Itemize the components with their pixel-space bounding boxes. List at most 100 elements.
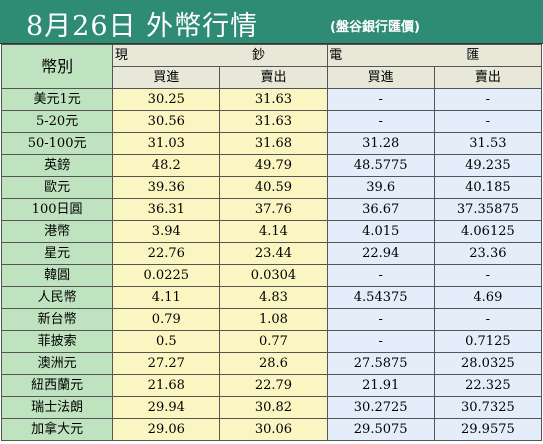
cash-group-header: 現 鈔 — [112, 44, 328, 67]
wire-sell-header: 賣出 — [433, 66, 543, 89]
cash-buy-cell: 27.27 — [112, 352, 221, 375]
table-row: 菲披索 0.5 0.77-0.7125 — [0, 330, 543, 353]
currency-name-cell: 英鎊 — [0, 154, 114, 177]
wire-buy-cell: 22.94 — [326, 242, 435, 265]
wire-buy-cell: 21.91 — [326, 374, 435, 397]
header-row-groups: 幣別 現 鈔 電 匯 — [0, 44, 543, 89]
table-row: 星元 22.76 23.44 22.94 23.36 — [0, 242, 543, 265]
table-row: 100日圓 36.31 37.76 36.67 37.35875 — [0, 198, 543, 221]
wire-sell-cell: 29.9575 — [433, 418, 543, 441]
cash-sell-cell: 22.79 — [219, 374, 328, 397]
source-note: (盤谷銀行匯價) — [330, 20, 420, 35]
wire-sell-cell: 23.36 — [433, 242, 543, 265]
cash-buy-header: 買進 — [112, 66, 221, 89]
cash-sell-cell: 49.79 — [219, 154, 328, 177]
rates-body: 美元1元 30.25 31.63- -5-20元 30.56 31.63- -50-100元… — [0, 88, 543, 441]
wire-buy-cell: 4.54375 — [326, 286, 435, 309]
wire-sell-cell: 28.0325 — [433, 352, 543, 375]
cash-sell-cell: 30.82 — [219, 396, 328, 419]
currency-name-cell: 澳洲元 — [0, 352, 114, 375]
wire-sell-cell: 0.7125 — [433, 330, 543, 353]
wire-sell-cell: 30.7325 — [433, 396, 543, 419]
wire-sell-cell: - — [433, 88, 543, 111]
table-row: 加拿大元 29.06 30.06 29.5075 29.9575 — [0, 418, 543, 441]
cash-buy-cell: 30.56 — [112, 110, 221, 133]
cash-buy-cell: 21.68 — [112, 374, 221, 397]
cash-sell-cell: 31.63 — [219, 88, 328, 111]
title-bar: 8月26日 外幣行情 (盤谷銀行匯價) — [0, 0, 543, 44]
wire-buy-cell: - — [326, 88, 435, 111]
header-row-sub: 買進 賣出 買進 賣出 — [2, 66, 543, 89]
wire-sell-cell: 40.185 — [433, 176, 543, 199]
cash-buy-cell: 31.03 — [112, 132, 221, 155]
wire-sell-cell: 49.235 — [433, 154, 543, 177]
table-row: 人民幣 4.11 4.83 4.54375 4.69 — [0, 286, 543, 309]
currency-name-cell: 港幣 — [0, 220, 114, 243]
table-row: 英鎊 48.2 49.79 48.5775 49.235 — [0, 154, 543, 177]
currency-name-cell: 100日圓 — [0, 198, 114, 221]
wire-buy-cell: 39.6 — [326, 176, 435, 199]
cash-sell-cell: 1.08 — [219, 308, 328, 331]
wire-sell-cell: 31.53 — [433, 132, 543, 155]
cash-sell-cell: 4.83 — [219, 286, 328, 309]
cash-buy-cell: 30.25 — [112, 88, 221, 111]
currency-name-cell: 瑞士法朗 — [0, 396, 114, 419]
table-row: 50-100元 31.03 31.68 31.28 31.53 — [0, 132, 543, 155]
cash-buy-cell: 39.36 — [112, 176, 221, 199]
cash-sell-cell: 0.0304 — [219, 264, 328, 287]
currency-name-cell: 50-100元 — [0, 132, 114, 155]
cash-sell-cell: 31.68 — [219, 132, 328, 155]
currency-name-cell: 星元 — [0, 242, 114, 265]
wire-buy-cell: - — [326, 308, 435, 331]
table-row: 港幣 3.94 4.14 4.015 4.06125 — [0, 220, 543, 243]
cash-buy-cell: 0.0225 — [112, 264, 221, 287]
cash-buy-cell: 3.94 — [112, 220, 221, 243]
table-row: 瑞士法朗 29.94 30.82 30.2725 30.7325 — [0, 396, 543, 419]
currency-name-cell: 加拿大元 — [0, 418, 114, 441]
cash-buy-cell: 29.94 — [112, 396, 221, 419]
wire-buy-cell: - — [326, 110, 435, 133]
wire-sell-cell: - — [433, 264, 543, 287]
cash-buy-cell: 22.76 — [112, 242, 221, 265]
currency-name-cell: 韓圓 — [0, 264, 114, 287]
currency-name-cell: 5-20元 — [0, 110, 114, 133]
currency-header: 幣別 — [0, 44, 114, 89]
cash-sell-cell: 31.63 — [219, 110, 328, 133]
cash-sell-cell: 28.6 — [219, 352, 328, 375]
wire-buy-cell: 4.015 — [326, 220, 435, 243]
cash-buy-cell: 4.11 — [112, 286, 221, 309]
page-title: 8月26日 外幣行情 — [26, 11, 259, 42]
currency-name-cell: 歐元 — [0, 176, 114, 199]
wire-sell-cell: 4.06125 — [433, 220, 543, 243]
wire-buy-cell: 29.5075 — [326, 418, 435, 441]
wire-buy-cell: 27.5875 — [326, 352, 435, 375]
cash-sell-cell: 30.06 — [219, 418, 328, 441]
cash-sell-header: 賣出 — [219, 66, 328, 89]
cash-buy-cell: 0.5 — [112, 330, 221, 353]
cash-sell-cell: 23.44 — [219, 242, 328, 265]
wire-sell-cell: 37.35875 — [433, 198, 543, 221]
cash-sell-cell: 37.76 — [219, 198, 328, 221]
currency-name-cell: 紐西蘭元 — [0, 374, 114, 397]
cash-sell-cell: 0.77 — [219, 330, 328, 353]
wire-group-header: 電 匯 — [326, 44, 543, 67]
table-row: 歐元 39.36 40.59 39.6 40.185 — [0, 176, 543, 199]
currency-name-cell: 菲披索 — [0, 330, 114, 353]
cash-buy-cell: 36.31 — [112, 198, 221, 221]
wire-sell-cell: - — [433, 110, 543, 133]
wire-buy-cell: 30.2725 — [326, 396, 435, 419]
rates-table: 幣別 現 鈔 電 匯 買進 賣出 買進 賣出 美元1元 30.25 31.63- -5… — [0, 44, 543, 441]
currency-name-cell: 人民幣 — [0, 286, 114, 309]
table-row: 美元1元 30.25 31.63- - — [0, 88, 543, 111]
table-row: 澳洲元 27.27 28.6 27.5875 28.0325 — [0, 352, 543, 375]
table-row: 紐西蘭元 21.68 22.79 21.91 22.325 — [0, 374, 543, 397]
wire-buy-cell: 48.5775 — [326, 154, 435, 177]
cash-sell-cell: 4.14 — [219, 220, 328, 243]
wire-buy-cell: 31.28 — [326, 132, 435, 155]
wire-buy-header: 買進 — [326, 66, 435, 89]
wire-sell-cell: 4.69 — [433, 286, 543, 309]
currency-name-cell: 新台幣 — [0, 308, 114, 331]
cash-sell-cell: 40.59 — [219, 176, 328, 199]
wire-sell-cell: 22.325 — [433, 374, 543, 397]
